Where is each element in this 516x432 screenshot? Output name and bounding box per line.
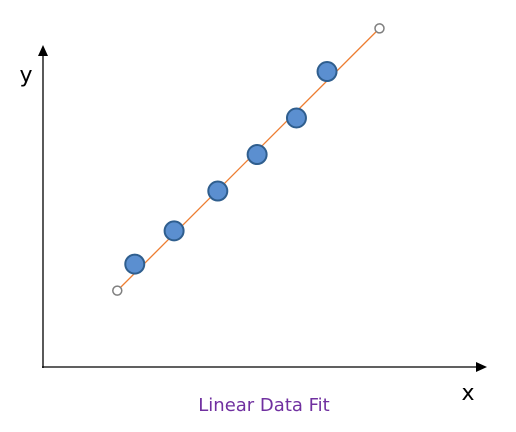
data-point [207,180,229,202]
data-points-layer [124,61,338,275]
x-axis-arrow [476,362,487,372]
data-point [316,61,338,83]
x-axis-label: x [461,381,474,406]
fit-line-start-point [112,285,123,296]
y-axis-label: y [19,63,32,88]
data-point [163,220,185,242]
data-point [124,253,146,275]
fit-line-end-point [374,23,385,34]
y-axis-arrow [38,45,48,56]
data-point [285,107,307,129]
data-point [246,144,268,166]
chart-title: Linear Data Fit [198,395,329,416]
